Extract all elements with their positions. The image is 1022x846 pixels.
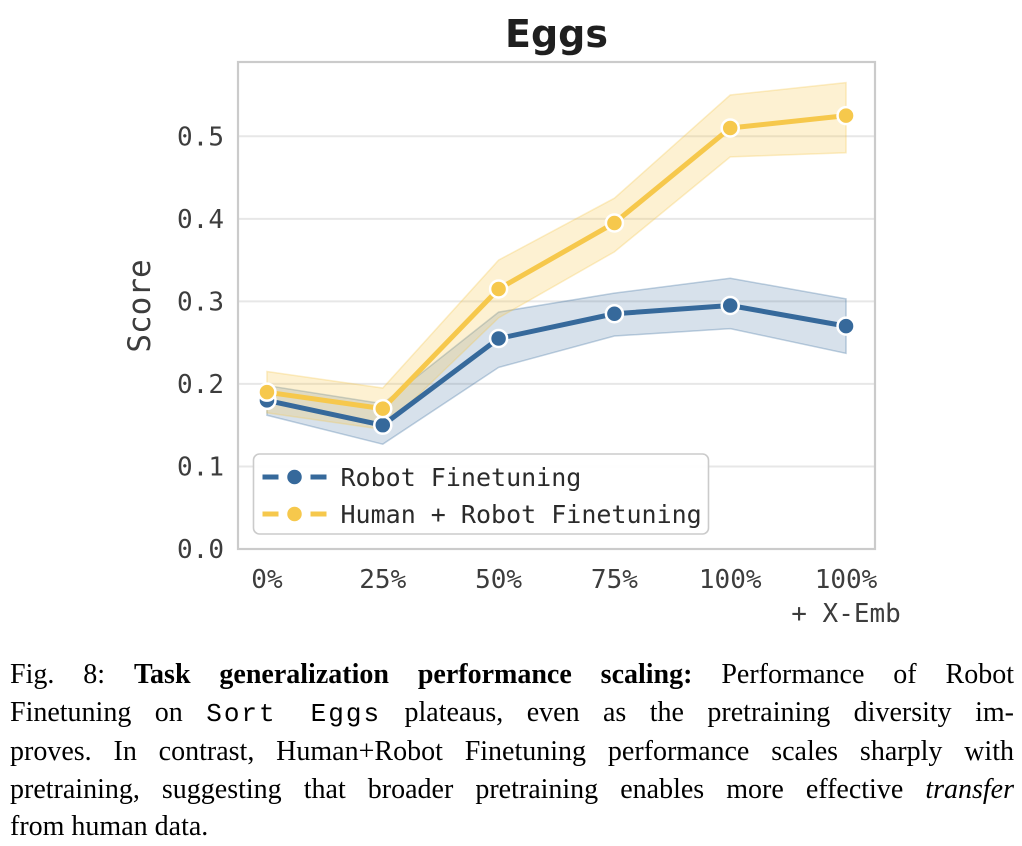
legend-marker	[284, 504, 305, 524]
x-tick-label: 25%	[359, 565, 406, 595]
data-point	[373, 415, 393, 435]
caption-segment: plateaus, even as the pretraining divers…	[381, 696, 1014, 728]
x-tick-sublabel: + X-Emb	[791, 599, 901, 629]
caption-line-2: Finetuning on Sort Eggs plateaus, even a…	[10, 694, 1014, 734]
y-tick-label: 0.5	[177, 122, 224, 152]
caption-line-1: Fig. 8: Task generalization performance …	[10, 656, 1014, 694]
caption-segment: Fig. 8:	[10, 659, 134, 690]
data-point	[836, 105, 856, 126]
plot-border	[236, 60, 877, 551]
x-tick-label: 100%	[815, 565, 878, 595]
caption-segment: proves. In contrast, Human+Robot Finetun…	[10, 736, 1014, 767]
legend-marker	[284, 467, 305, 487]
caption-segment: transfer	[925, 773, 1014, 805]
y-tick-label: 0.2	[177, 370, 224, 400]
data-point	[604, 304, 625, 324]
y-tick-label: 0.1	[177, 452, 224, 482]
data-point	[488, 279, 509, 299]
data-point	[257, 382, 277, 402]
data-point	[488, 328, 509, 349]
x-tick-label: 100%	[699, 565, 762, 595]
caption-segment: Sort Eggs	[206, 698, 382, 729]
caption-segment: from human data.	[10, 811, 209, 842]
series-line-1	[264, 113, 849, 412]
x-tick-label: 0%	[251, 565, 283, 595]
data-point	[720, 295, 740, 316]
legend-box	[252, 453, 710, 535]
caption-line-3: proves. In contrast, Human+Robot Finetun…	[10, 733, 1014, 771]
caption-line-4: pretraining, suggesting that broader pre…	[10, 771, 1014, 809]
legend-label: Human + Robot Finetuning	[341, 500, 702, 529]
legend-label: Robot Finetuning	[341, 463, 582, 492]
y-tick-label: 0.0	[177, 535, 224, 565]
figure-caption: Fig. 8: Task generalization performance …	[10, 656, 1014, 846]
caption-segment: pretraining, suggesting that broader pre…	[10, 773, 926, 805]
y-axis-label: Score	[122, 259, 158, 352]
series-line-0	[264, 303, 849, 428]
y-tick-label: 0.3	[177, 287, 224, 317]
data-point	[604, 213, 625, 233]
data-point	[720, 118, 740, 138]
caption-segment: Task generalization performance scaling:	[133, 659, 693, 690]
chart-title: Eggs	[505, 12, 608, 56]
x-tick-label: 50%	[475, 565, 522, 595]
x-tick-label: 75%	[591, 565, 638, 595]
eggs-line-chart: 0.0 0.1 0.2 0.3 0.4 0.5 0% 25% 50% 75% 100% 100% + X…	[122, 12, 901, 629]
data-point	[373, 398, 393, 419]
y-tick-label: 0.4	[177, 205, 224, 235]
caption-line-5: from human data.	[10, 808, 1014, 846]
caption-segment: Finetuning on	[10, 696, 207, 728]
caption-segment: Performance of Robot	[692, 659, 1014, 690]
data-point	[836, 316, 856, 336]
